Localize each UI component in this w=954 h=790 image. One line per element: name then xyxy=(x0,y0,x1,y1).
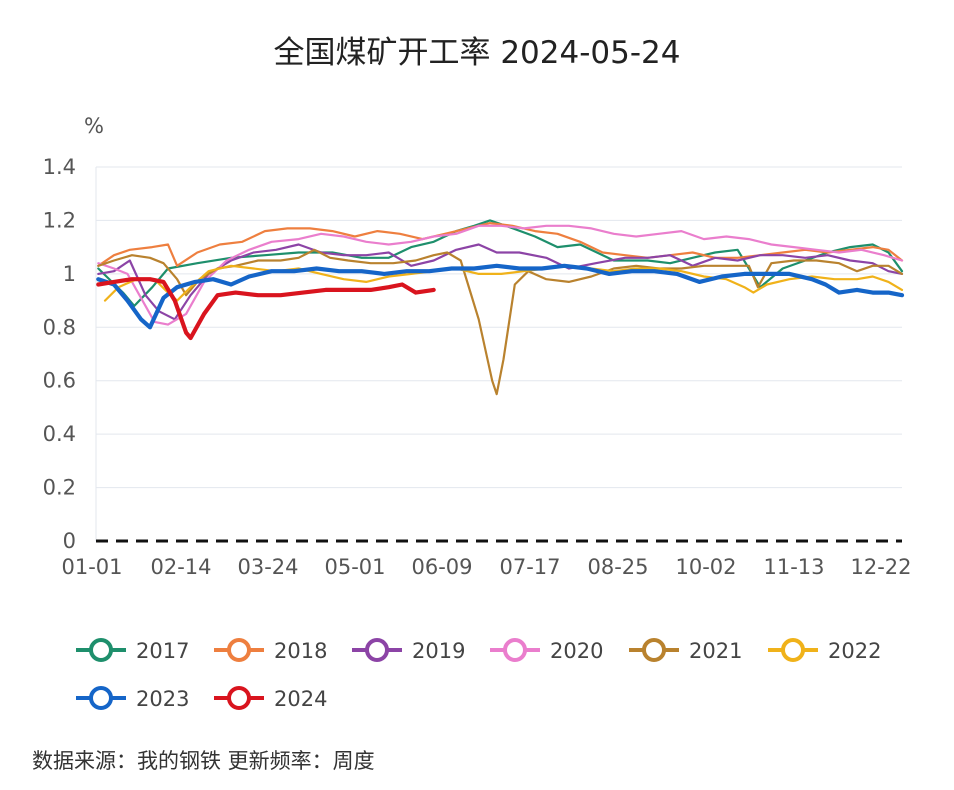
data-source-note: 数据来源：我的钢铁 更新频率：周度 xyxy=(32,749,375,773)
x-axis-ticks: 01-01 02-14 03-24 05-01 06-09 07-17 08-25 10-02… xyxy=(61,555,911,579)
legend-label: 2023 xyxy=(136,687,189,711)
series-line-2024 xyxy=(96,277,436,341)
x-tick-label: 03-24 xyxy=(237,555,298,579)
series-line-2023 xyxy=(96,263,905,330)
chart-title: 全国煤矿开工率 2024-05-24 xyxy=(273,35,680,71)
legend-marker xyxy=(642,638,666,662)
legend-item-2018[interactable]: 2018 xyxy=(214,638,327,663)
y-tick-label: 1.4 xyxy=(43,155,76,179)
y-tick-label: 0.2 xyxy=(43,476,76,500)
legend-label: 2019 xyxy=(412,639,465,663)
x-tick-label: 02-14 xyxy=(150,555,211,579)
legend-marker xyxy=(503,638,527,662)
series-line-2020 xyxy=(97,224,904,326)
series-line-2018 xyxy=(97,222,904,267)
legend-label: 2018 xyxy=(274,639,327,663)
y-tick-label: 0.8 xyxy=(43,315,76,339)
legend-item-2024[interactable]: 2024 xyxy=(214,686,327,711)
y-tick-label: 0 xyxy=(63,529,76,553)
y-axis-ticks: 0 0.2 0.4 0.6 0.8 1 1.2 1.4 xyxy=(43,155,76,553)
legend-marker xyxy=(89,686,113,710)
legend-label: 2022 xyxy=(828,639,881,663)
legend-marker xyxy=(365,638,389,662)
legend-item-2017[interactable]: 2017 xyxy=(76,638,189,663)
legend-item-2019[interactable]: 2019 xyxy=(352,638,465,663)
y-axis-unit-label: % xyxy=(84,114,104,138)
legend: 2017 2018 2019 2020 2021 2022 2023 2024 xyxy=(76,638,881,711)
legend-marker xyxy=(227,686,251,710)
x-tick-label: 11-13 xyxy=(763,555,824,579)
series-line-2021 xyxy=(97,248,904,396)
legend-item-2023[interactable]: 2023 xyxy=(76,686,189,711)
legend-marker xyxy=(227,638,251,662)
legend-item-2021[interactable]: 2021 xyxy=(629,638,742,663)
legend-label: 2020 xyxy=(550,639,603,663)
x-tick-label: 05-01 xyxy=(324,555,385,579)
x-tick-label: 06-09 xyxy=(411,555,472,579)
legend-label: 2017 xyxy=(136,639,189,663)
legend-item-2022[interactable]: 2022 xyxy=(768,638,881,663)
series-lines xyxy=(96,219,905,396)
x-tick-label: 10-02 xyxy=(675,555,736,579)
x-tick-label: 08-25 xyxy=(587,555,648,579)
legend-item-2020[interactable]: 2020 xyxy=(490,638,603,663)
x-tick-label: 12-22 xyxy=(850,555,911,579)
x-tick-label: 01-01 xyxy=(61,555,122,579)
y-tick-label: 0.6 xyxy=(43,369,76,393)
y-tick-label: 1.2 xyxy=(43,208,76,232)
legend-marker xyxy=(89,638,113,662)
y-tick-label: 0.4 xyxy=(43,422,76,446)
y-tick-label: 1 xyxy=(63,262,76,286)
legend-label: 2024 xyxy=(274,687,327,711)
legend-marker xyxy=(781,638,805,662)
legend-label: 2021 xyxy=(689,639,742,663)
series-line-2022 xyxy=(103,264,904,302)
x-tick-label: 07-17 xyxy=(499,555,560,579)
series-line-2019 xyxy=(97,243,904,321)
